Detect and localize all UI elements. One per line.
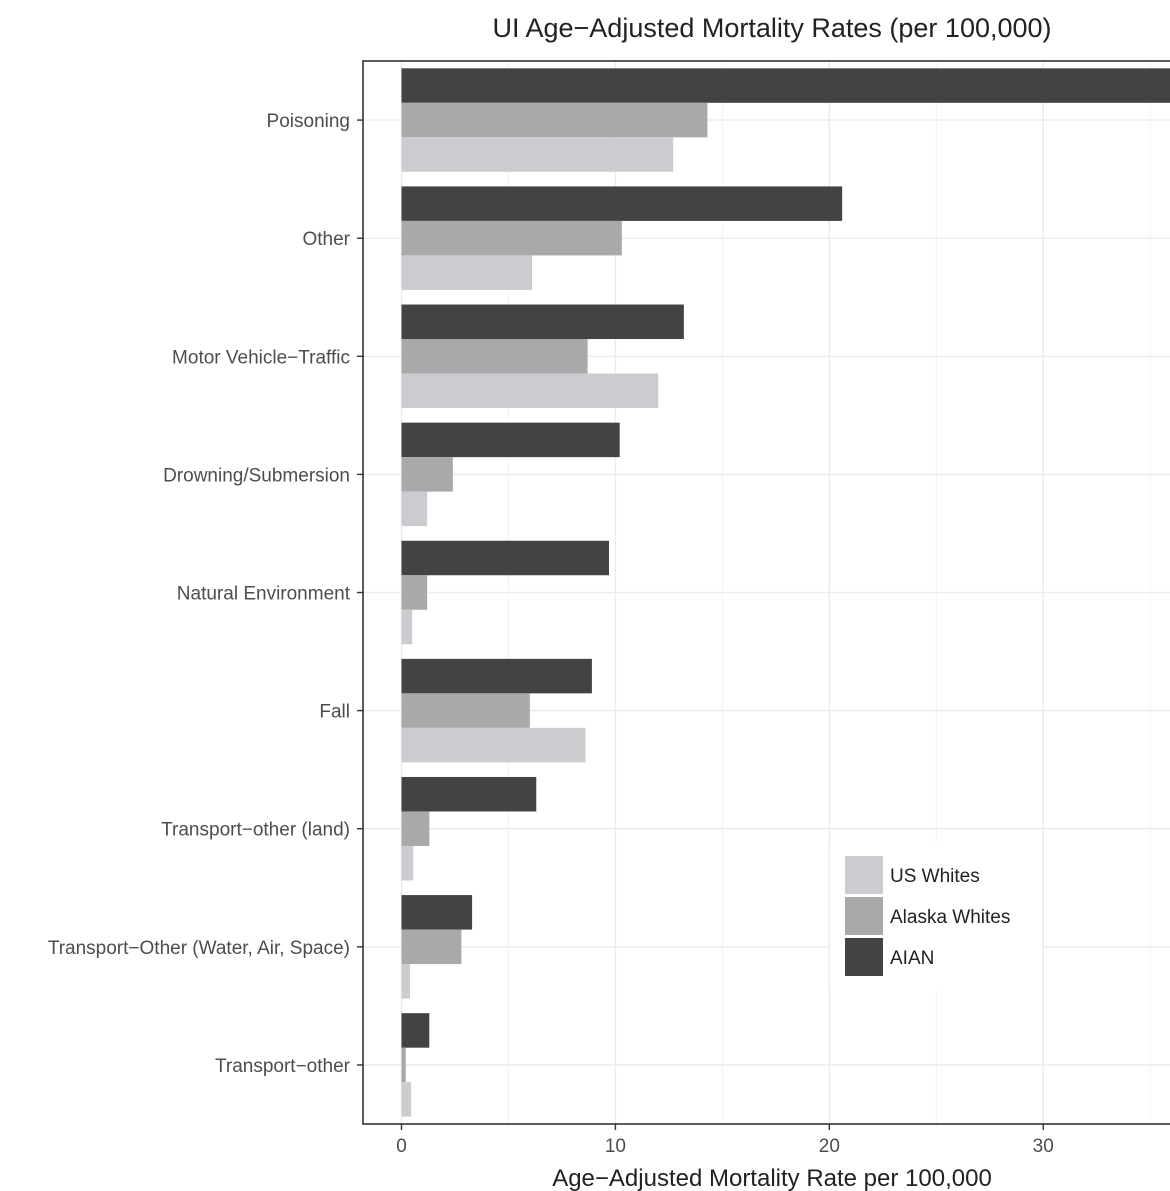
bar-aian [401,422,620,458]
legend-label: Alaska Whites [890,907,1010,928]
legend-label: US Whites [890,866,980,887]
bar-us-whites [401,727,586,763]
bar-aian [401,776,537,812]
legend-label: AIAN [890,948,934,969]
y-tick-label: Transport−other [215,1056,351,1077]
legend-swatch [845,938,883,976]
y-tick-label: Natural Environment [177,584,351,605]
axis-ticks: Poisoning Other Motor Vehicle−Traffic Drown… [48,111,1054,1157]
bar-alaska-whites [401,102,708,138]
y-tick-label: Transport−other (land) [161,820,350,841]
y-tick-label: Poisoning [267,111,350,132]
y-tick-label: Drowning/Submersion [163,465,350,486]
bar-alaska-whites [401,575,428,610]
x-axis-title: Age−Adjusted Mortality Rate per 100,000 [552,1165,992,1191]
y-tick-label: Transport−Other (Water, Air, Space) [48,938,350,959]
bar-alaska-whites [401,693,530,728]
chart-title: UI Age−Adjusted Mortality Rates (per 100… [492,13,1051,43]
bar-us-whites [401,373,659,409]
bar-us-whites [401,845,414,881]
bar-aian [401,1013,430,1048]
bar-us-whites [401,255,532,290]
legend-swatch [845,897,883,935]
bar-us-whites [401,1082,412,1117]
bar-us-whites [401,137,674,172]
bar-us-whites [401,964,411,999]
plot-border [362,60,1170,1125]
legend: US Whites Alaska Whites AIAN [830,843,1042,990]
x-tick-label: 10 [605,1136,626,1157]
y-tick-label: Other [302,229,350,250]
x-tick-label: 0 [396,1136,407,1157]
bar-aian [401,68,1170,103]
bar-alaska-whites [401,1047,406,1083]
y-tick-label: Fall [319,702,350,723]
bar-alaska-whites [401,929,462,965]
bar-alaska-whites [401,220,622,256]
bar-alaska-whites [401,811,430,846]
bar-aian [401,895,473,930]
bar-aian [401,540,610,576]
bar-aian [401,304,684,340]
x-tick-label: 30 [1033,1136,1054,1157]
legend-swatch [845,856,883,894]
x-tick-label: 20 [819,1136,840,1157]
y-tick-label: Motor Vehicle−Traffic [172,347,350,368]
bar-aian [401,658,592,694]
bar-aian [401,186,843,221]
bar-alaska-whites [401,457,453,492]
bars [401,68,1170,1117]
bar-alaska-whites [401,339,588,374]
bar-us-whites [401,609,413,645]
bar-us-whites [401,491,428,527]
